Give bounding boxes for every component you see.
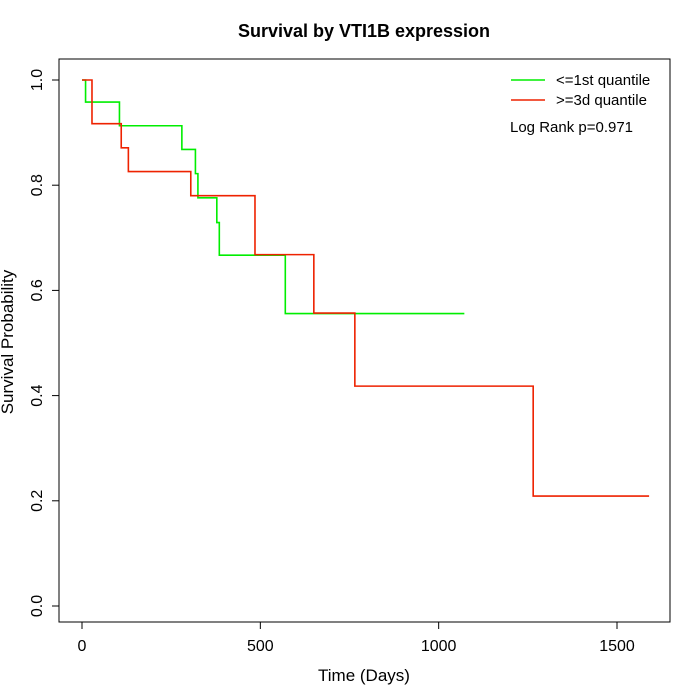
- plot-frame: [58, 58, 671, 623]
- legend-label: <=1st quantile: [556, 72, 650, 89]
- series-line-low-expression: [82, 79, 465, 315]
- y-tick-label: 0.4: [29, 384, 46, 406]
- chart-title: Survival by VTI1B expression: [238, 21, 490, 41]
- x-tick-label: 500: [247, 638, 274, 655]
- x-axis: 0 500 1000 1500: [78, 621, 635, 655]
- y-tick-label: 0.0: [29, 595, 46, 617]
- y-tick-label: 0.8: [29, 174, 46, 196]
- y-axis: 0.0 0.2 0.4 0.6 0.8 1.0: [29, 69, 60, 617]
- series-line-high-expression: [82, 79, 650, 497]
- y-tick-label: 1.0: [29, 69, 46, 91]
- y-axis-label: Survival Probability: [0, 269, 17, 414]
- series-group: [82, 79, 650, 497]
- y-tick-label: 0.2: [29, 490, 46, 512]
- legend-label: >=3d quantile: [556, 92, 647, 109]
- legend: <=1st quantile >=3d quantile: [511, 72, 650, 109]
- x-axis-label: Time (Days): [318, 666, 410, 685]
- x-tick-label: 1500: [599, 638, 635, 655]
- y-tick-label: 0.6: [29, 279, 46, 301]
- log-rank-annotation: Log Rank p=0.971: [510, 119, 633, 136]
- x-tick-label: 0: [78, 638, 87, 655]
- x-tick-label: 1000: [421, 638, 457, 655]
